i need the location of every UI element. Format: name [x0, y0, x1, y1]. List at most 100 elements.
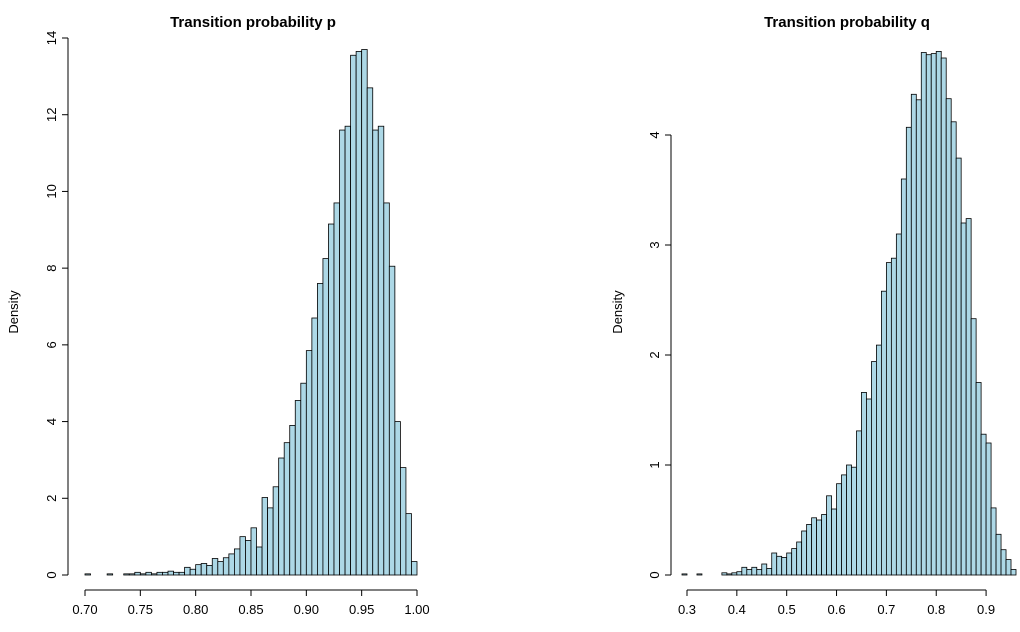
bar — [781, 557, 788, 576]
bar — [960, 222, 967, 576]
bar — [930, 53, 937, 576]
bar — [250, 527, 257, 576]
bar — [890, 257, 897, 576]
bar — [377, 125, 385, 576]
x-tick-label: 0.9 — [977, 602, 995, 617]
bar — [796, 541, 803, 576]
y-tick-label: 1 — [647, 461, 662, 468]
bar — [200, 563, 208, 576]
bar — [955, 157, 962, 576]
bar — [84, 573, 91, 576]
bar — [786, 552, 793, 576]
bar — [721, 572, 728, 576]
bar — [940, 57, 947, 576]
bar — [339, 129, 346, 576]
bar — [195, 564, 202, 576]
bar — [316, 283, 324, 576]
bar — [261, 497, 269, 576]
bar — [751, 566, 758, 576]
bar — [311, 317, 318, 576]
y-tick-label: 0 — [647, 571, 662, 578]
bar — [826, 495, 832, 576]
bar — [925, 54, 932, 576]
bar — [766, 568, 773, 576]
bar — [173, 571, 180, 576]
bar — [139, 573, 147, 576]
bar — [305, 350, 313, 576]
bar — [881, 290, 887, 576]
bar — [771, 552, 778, 576]
bar — [178, 571, 185, 576]
bar — [1005, 559, 1012, 576]
bar — [211, 558, 219, 576]
bar — [985, 442, 992, 576]
y-tick-label: 4 — [44, 418, 59, 425]
bar — [106, 573, 114, 576]
bar — [128, 573, 136, 576]
bar — [256, 546, 263, 576]
bar — [791, 548, 798, 576]
bar — [726, 573, 733, 576]
bar — [267, 507, 274, 576]
bar — [383, 202, 390, 576]
bar — [361, 49, 368, 576]
bar — [239, 536, 246, 576]
y-tick-label: 6 — [44, 341, 59, 348]
bar — [1000, 549, 1007, 576]
y-tick-label: 3 — [647, 241, 662, 248]
bar — [150, 573, 158, 576]
x-tick-label: 0.6 — [827, 602, 845, 617]
x-tick-label: 0.3 — [678, 602, 696, 617]
bar — [975, 382, 982, 576]
x-tick-label: 0.95 — [349, 602, 374, 617]
bar — [233, 548, 241, 576]
bar — [333, 202, 340, 576]
bar — [806, 524, 813, 576]
bar — [328, 223, 335, 576]
x-tick-label: 0.7 — [877, 602, 895, 617]
bar — [399, 467, 407, 576]
bar — [162, 571, 169, 576]
bar — [350, 54, 357, 576]
bar — [145, 571, 152, 576]
bar — [245, 540, 252, 576]
bar — [366, 87, 374, 576]
y-tick-label: 4 — [647, 131, 662, 138]
bar — [344, 125, 352, 576]
bar — [272, 486, 280, 576]
bar — [851, 466, 857, 576]
bar — [980, 433, 987, 576]
bar — [950, 121, 957, 576]
bar — [300, 382, 307, 576]
bar — [222, 557, 230, 576]
bar — [761, 563, 768, 576]
y-tick-label: 0 — [44, 571, 59, 578]
x-tick-label: 0.85 — [238, 602, 263, 617]
bar — [283, 442, 291, 576]
bar — [910, 93, 917, 576]
bar — [801, 530, 808, 576]
bar — [816, 519, 822, 576]
x-tick-label: 0.4 — [728, 602, 746, 617]
bar — [866, 398, 872, 576]
bar — [965, 218, 972, 576]
bar — [134, 571, 141, 576]
bar — [776, 555, 783, 576]
bar — [885, 262, 892, 576]
chart-title: Transition probability p — [170, 14, 336, 31]
bar — [294, 400, 302, 576]
y-tick-label: 12 — [44, 107, 59, 121]
bar — [846, 464, 852, 576]
bar — [746, 569, 753, 576]
x-tick-label: 0.8 — [927, 602, 945, 617]
x-tick-label: 0.90 — [294, 602, 319, 617]
bar — [905, 126, 912, 576]
y-tick-label: 2 — [44, 495, 59, 502]
bar — [289, 425, 296, 576]
bar — [156, 571, 163, 576]
y-axis-label: Density — [6, 290, 21, 334]
x-tick-label: 0.70 — [72, 602, 97, 617]
x-tick-label: 0.80 — [183, 602, 208, 617]
bar — [736, 571, 743, 576]
